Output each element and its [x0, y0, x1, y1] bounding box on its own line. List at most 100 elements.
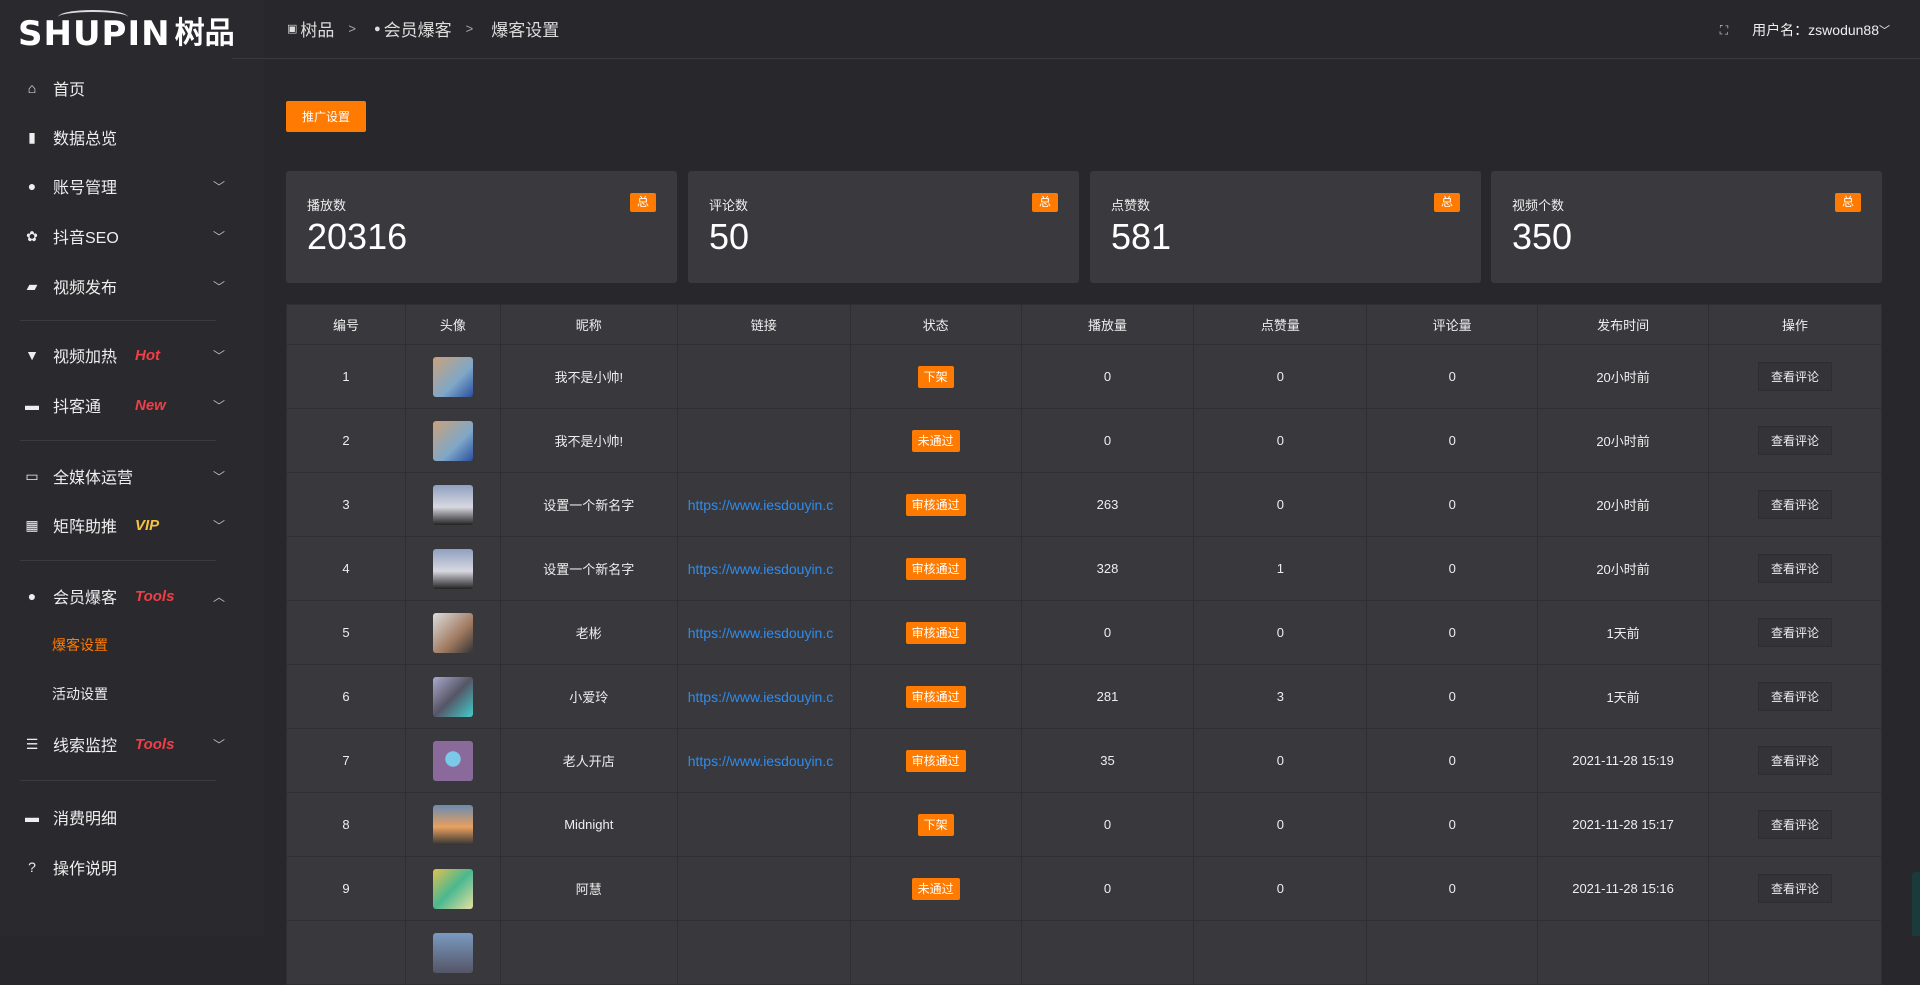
play-count: [1020, 920, 1195, 985]
row-id: 6: [286, 664, 406, 729]
table-row: 7 老人开店 https://www.iesdouyin.c 审核通过 35 0 0 2021…: [286, 728, 1882, 793]
column-header: 发布时间: [1537, 304, 1710, 345]
sidebar-item-15[interactable]: ? 操作说明: [0, 847, 264, 887]
chevron-down-icon[interactable]: ﹀: [213, 398, 226, 413]
logo-text-cn: 树品: [174, 17, 235, 50]
promotion-settings-button[interactable]: 推广设置: [286, 101, 366, 132]
video-link[interactable]: https://www.iesdouyin.c: [687, 688, 834, 705]
play-count: 0: [1020, 856, 1195, 921]
column-header: 头像: [404, 304, 501, 345]
nickname: Midnight: [499, 792, 678, 857]
avatar-cell: [404, 856, 501, 921]
video-link[interactable]: https://www.iesdouyin.c: [687, 624, 834, 641]
sidebar-item-label: 全媒体运营: [53, 470, 134, 487]
view-comments-button[interactable]: 查看评论: [1758, 362, 1833, 391]
chevron-down-icon[interactable]: ﹀: [213, 518, 226, 533]
nickname: 我不是小帅!: [499, 408, 678, 473]
link-cell: [676, 344, 851, 409]
comment-count: [1366, 920, 1539, 985]
sidebar-item-11[interactable]: 爆客设置: [0, 625, 264, 665]
sidebar-item-6[interactable]: ▼ 视频加热 Hot ﹀: [0, 335, 264, 375]
comment-count: 0: [1366, 536, 1539, 601]
sidebar-item-10[interactable]: ● 会员爆客 Tools ︿: [0, 576, 264, 616]
chevron-down-icon[interactable]: ﹀: [1879, 25, 1890, 37]
publish-time: 2021-11-28 15:19: [1537, 728, 1710, 793]
table-row: 8 Midnight 下架 0 0 0 2021-11-28 15:17 查看评论: [286, 792, 1882, 857]
wallet-icon: ▬: [25, 809, 39, 825]
video-table: 编号 头像 昵称 链接 状态 播放量 点赞量 评论量 发布时间 操作 1 我不是小帅! 下架 0 0 0 20…: [286, 304, 1882, 985]
comment-count: 0: [1366, 408, 1539, 473]
chevron-down-icon[interactable]: ﹀: [213, 348, 226, 363]
sidebar-item-5[interactable]: ▰ 视频发布 ﹀: [0, 266, 264, 306]
view-comments-button[interactable]: 查看评论: [1758, 554, 1833, 583]
chevron-down-icon[interactable]: ﹀: [213, 179, 226, 194]
comment-count: 0: [1366, 728, 1539, 793]
comment-count: 0: [1366, 664, 1539, 729]
chevron-up-icon[interactable]: ︿: [213, 589, 226, 604]
table-row: 4 设置一个新名字 https://www.iesdouyin.c 审核通过 328 1 0…: [286, 536, 1882, 601]
sidebar: SHUPIN 树品 ⌂ 首页 ▮ 数据总览 ● 账号管理 ﹀ ✿ 抖音SEO ﹀ ▰ 视频发布 ﹀ ▼ 视频…: [0, 0, 264, 936]
chevron-down-icon[interactable]: ﹀: [213, 737, 226, 752]
like-count: 0: [1193, 600, 1368, 665]
fullscreen-icon[interactable]: ⛶: [1719, 22, 1729, 37]
play-count: 0: [1020, 792, 1195, 857]
sidebar-item-12[interactable]: 活动设置: [0, 674, 264, 714]
sidebar-item-4[interactable]: ✿ 抖音SEO ﹀: [0, 216, 264, 256]
view-comments-button[interactable]: 查看评论: [1758, 810, 1833, 839]
play-count: 0: [1020, 600, 1195, 665]
sidebar-item-8[interactable]: ▭ 全媒体运营 ﹀: [0, 456, 264, 496]
nickname: 阿慧: [499, 856, 678, 921]
row-id: 3: [286, 472, 406, 537]
user-menu[interactable]: 用户名：zswodun88: [1752, 22, 1879, 38]
monitor-icon: ▭: [25, 467, 39, 484]
video-link[interactable]: https://www.iesdouyin.c: [687, 560, 834, 577]
avatar: [432, 484, 473, 525]
sidebar-item-13[interactable]: ☰ 线索监控 Tools ﹀: [0, 724, 264, 764]
video-link[interactable]: https://www.iesdouyin.c: [687, 752, 834, 769]
floating-widget[interactable]: [1912, 872, 1920, 936]
sidebar-item-7[interactable]: ▬ 抖客通 New ﹀: [0, 385, 264, 425]
publish-time: 20小时前: [1537, 472, 1710, 537]
stat-value: 20316: [307, 216, 408, 257]
sidebar-item-3[interactable]: ● 账号管理 ﹀: [0, 166, 264, 206]
view-comments-button[interactable]: 查看评论: [1758, 490, 1833, 519]
link-cell: https://www.iesdouyin.c: [676, 536, 851, 601]
video-link[interactable]: https://www.iesdouyin.c: [687, 496, 834, 513]
sidebar-item-2[interactable]: ▮ 数据总览: [0, 117, 264, 157]
row-id: 7: [286, 728, 406, 793]
view-comments-button[interactable]: 查看评论: [1758, 426, 1833, 455]
breadcrumb-home[interactable]: 树品: [300, 21, 335, 40]
like-count: 0: [1193, 408, 1368, 473]
chevron-down-icon[interactable]: ﹀: [213, 279, 226, 294]
sidebar-divider: [20, 320, 216, 321]
breadcrumb-member[interactable]: 会员爆客: [383, 21, 452, 40]
play-count: 263: [1020, 472, 1195, 537]
column-header: 状态: [849, 304, 1022, 345]
stat-title: 视频个数: [1512, 198, 1565, 213]
stat-card: 视频个数 350 总: [1491, 171, 1882, 283]
logo[interactable]: SHUPIN 树品: [18, 10, 235, 52]
nickname: 设置一个新名字: [499, 472, 678, 537]
view-comments-button[interactable]: 查看评论: [1758, 618, 1833, 647]
chevron-down-icon[interactable]: ﹀: [213, 469, 226, 484]
view-comments-button[interactable]: 查看评论: [1758, 746, 1833, 775]
avatar: [432, 804, 473, 845]
view-comments-button[interactable]: 查看评论: [1758, 874, 1833, 903]
view-comments-button[interactable]: 查看评论: [1758, 682, 1833, 711]
sidebar-item-label: 视频加热: [53, 349, 118, 366]
chevron-down-icon[interactable]: ﹀: [213, 229, 226, 244]
sidebar-item-label: 爆客设置: [52, 637, 108, 653]
stat-value: 581: [1111, 216, 1172, 257]
sidebar-item-1[interactable]: ⌂ 首页: [0, 68, 264, 108]
avatar: [432, 612, 473, 653]
sliders-icon: ☰: [25, 735, 39, 752]
status-cell: 审核通过: [849, 600, 1022, 665]
action-cell: 查看评论: [1708, 472, 1882, 537]
sidebar-item-9[interactable]: ▦ 矩阵助推 VIP ﹀: [0, 505, 264, 545]
avatar: [432, 548, 473, 589]
column-header: 编号: [286, 304, 406, 345]
avatar-cell: [404, 792, 501, 857]
stat-value: 50: [709, 216, 750, 257]
link-cell: [676, 856, 851, 921]
sidebar-item-14[interactable]: ▬ 消费明细: [0, 797, 264, 837]
